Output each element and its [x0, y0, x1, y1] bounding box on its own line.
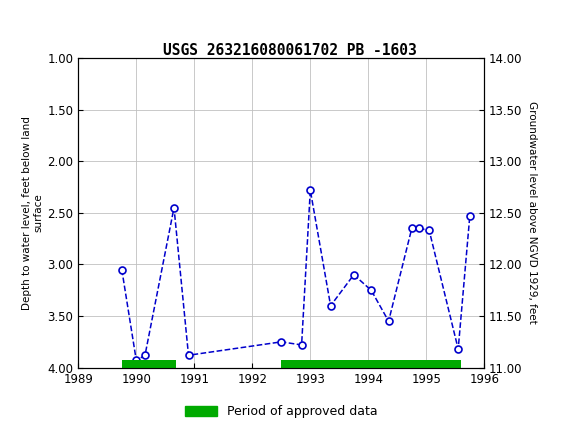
- Legend: Period of approved data: Period of approved data: [180, 400, 382, 423]
- Bar: [8, 21, 15, 28]
- Text: USGS: USGS: [26, 11, 81, 29]
- Y-axis label: Depth to water level, feet below land
surface: Depth to water level, feet below land su…: [21, 116, 44, 310]
- Y-axis label: Groundwater level above NGVD 1929, feet: Groundwater level above NGVD 1929, feet: [527, 101, 537, 324]
- Bar: [15, 28, 22, 35]
- Text: USGS 263216080061702 PB -1603: USGS 263216080061702 PB -1603: [163, 43, 417, 58]
- Bar: [8, 21, 22, 35]
